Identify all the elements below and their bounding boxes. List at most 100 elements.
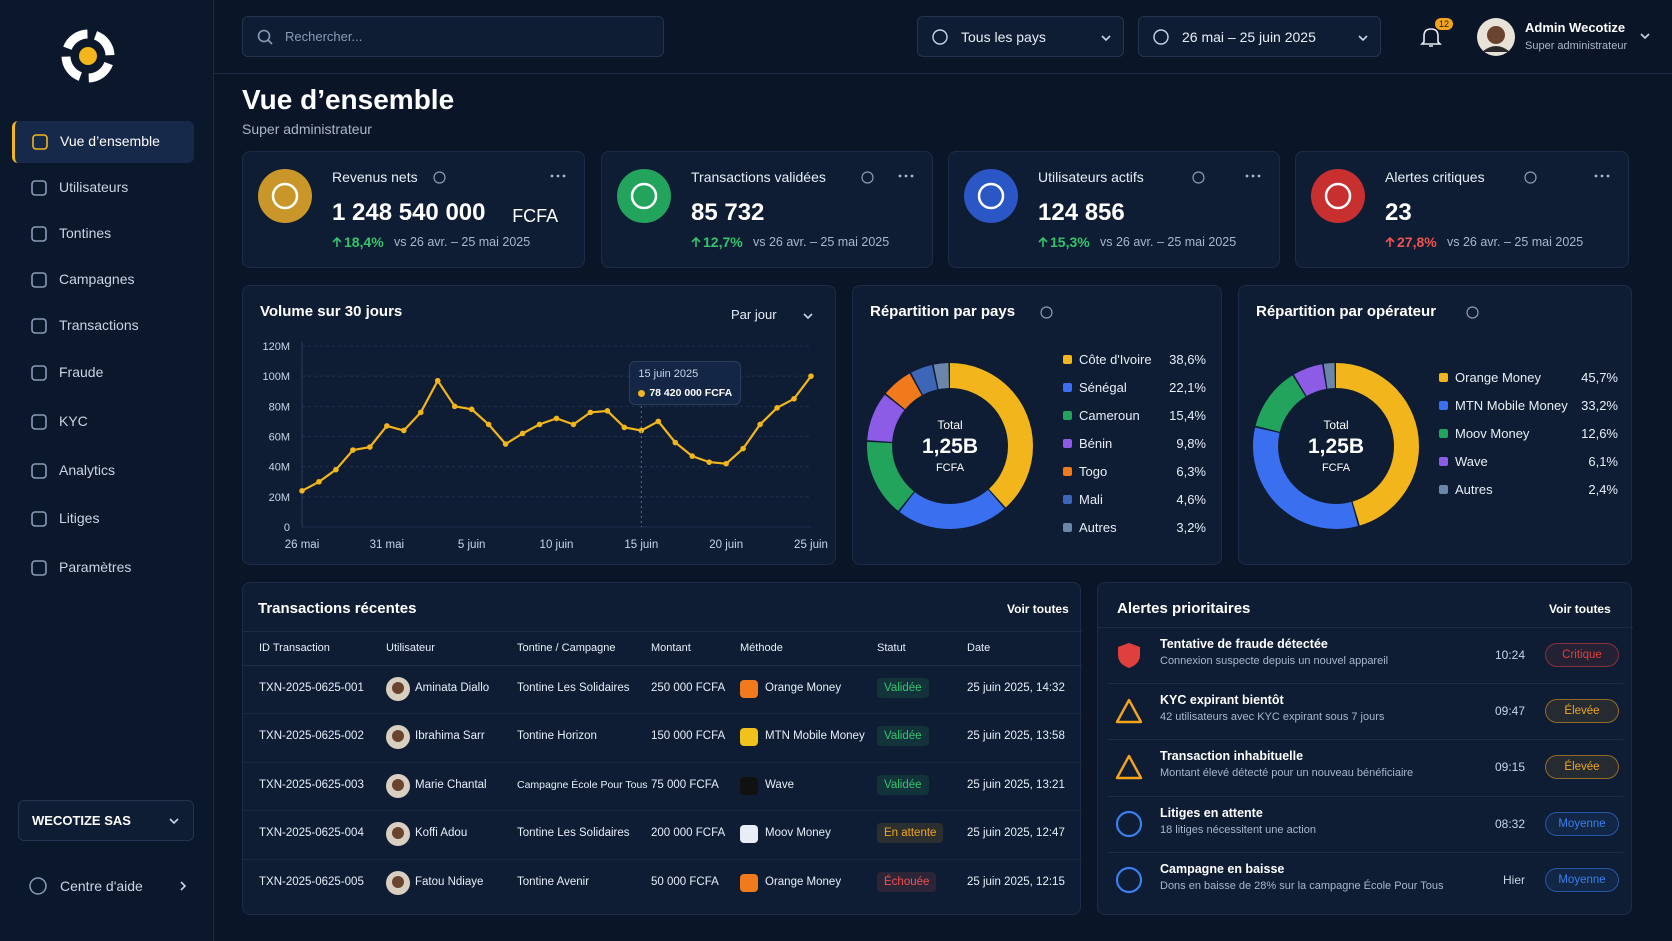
nav-item[interactable]: Transactions [12, 305, 194, 347]
search-box[interactable]: Rechercher... [242, 16, 664, 57]
nav-item[interactable]: Tontines [12, 213, 194, 255]
nav-item[interactable]: KYC [12, 401, 194, 443]
data-point [706, 459, 712, 465]
legend-swatch [1439, 485, 1448, 494]
nav-item[interactable]: Litiges [12, 498, 194, 540]
info-icon [433, 171, 446, 184]
legend-value: 9,8% [1176, 436, 1206, 451]
nav-label: Utilisateurs [59, 179, 129, 195]
nav-label: Analytics [59, 462, 116, 478]
legend-value: 38,6% [1169, 352, 1206, 367]
help-link[interactable]: Centre d'aide [18, 870, 194, 902]
alerts-card: Alertes prioritaires Voir toutes Tentative… [1097, 582, 1633, 915]
view-all-link[interactable]: Voir toutes [1007, 602, 1069, 616]
legend-label: MTN Mobile Money [1455, 398, 1568, 413]
nav-item[interactable]: Campagnes [12, 259, 194, 301]
nav-icon [32, 134, 48, 150]
donut-center-label: Total [1323, 418, 1348, 432]
dropdown-icon [1153, 29, 1169, 45]
donut-segment [867, 363, 1033, 529]
nav-icon [31, 272, 47, 288]
status-badge: Validée [877, 726, 929, 746]
more-menu[interactable] [550, 174, 566, 178]
data-point [434, 377, 441, 384]
kpi-icon-inner [977, 182, 1005, 210]
more-dot [910, 174, 914, 178]
notification-bell[interactable] [1420, 26, 1442, 48]
data-point [774, 405, 780, 411]
chevron [1640, 33, 1650, 40]
legend-value: 6,3% [1176, 464, 1206, 479]
legend-swatch [1063, 411, 1072, 420]
nav-icon [31, 318, 47, 334]
cell-user: Fatou Ndiaye [415, 876, 484, 888]
y-tick-label: 0 [284, 522, 290, 534]
company-selector[interactable]: WECOTIZE SAS [18, 800, 194, 841]
nav-item[interactable]: Paramètres [12, 547, 194, 589]
nav-label: Fraude [59, 364, 104, 380]
period-selector[interactable]: Par jour [723, 300, 823, 330]
legend-swatch [1439, 457, 1448, 466]
data-point [316, 478, 322, 485]
avatar-face [392, 682, 404, 694]
header-divider [214, 73, 1672, 74]
nav-item[interactable]: Analytics [12, 450, 194, 492]
kpi-icon-bg [617, 169, 671, 223]
item-divider [1108, 796, 1623, 797]
chevron-icon [169, 818, 179, 825]
search-icon [257, 29, 273, 45]
data-point [740, 445, 746, 452]
kpi-icon-inner [630, 182, 658, 210]
column-header: ID Transaction [259, 642, 330, 654]
nav-item[interactable]: Fraude [12, 352, 194, 394]
nav-item[interactable]: Vue d’ensemble [12, 121, 194, 163]
data-point [536, 421, 543, 428]
donut-center-unit: FCFA [936, 462, 965, 474]
donut-center-label: Total [937, 418, 962, 432]
nav-icon [31, 180, 47, 196]
view-all-link[interactable]: Voir toutes [1549, 602, 1611, 616]
data-point [299, 488, 305, 494]
alert-description: Connexion suspecte depuis un nouvel appa… [1160, 655, 1389, 667]
item-divider [1108, 683, 1623, 684]
column-header: Méthode [740, 642, 783, 654]
more-dot [1245, 174, 1249, 178]
user-avatar [386, 677, 410, 701]
more-menu[interactable] [898, 174, 914, 178]
kpi-label: Utilisateurs actifs [1038, 169, 1144, 185]
more-dot [556, 174, 560, 178]
data-point [723, 460, 729, 467]
kpi-icon [258, 169, 312, 223]
y-tick-label: 100M [262, 371, 290, 383]
legend-value: 12,6% [1581, 426, 1618, 441]
severity-badge: Élevée [1545, 755, 1619, 779]
nav-item[interactable]: Utilisateurs [12, 167, 194, 209]
alert-title: Transaction inhabituelle [1160, 749, 1304, 763]
cell-id: TXN-2025-0625-001 [259, 682, 364, 694]
row-divider [243, 713, 1082, 714]
user-avatar [1477, 18, 1515, 56]
data-point [417, 409, 424, 416]
cell-tontine: Campagne École Pour Tous [517, 779, 648, 791]
legend-swatch [1063, 439, 1072, 448]
alert-icon [1115, 866, 1143, 894]
country-selector[interactable]: Tous les pays [917, 16, 1124, 57]
transactions-card: Transactions récentes Voir toutes ID Trans… [242, 582, 1082, 915]
date-range-selector[interactable]: 26 mai – 25 juin 2025 [1138, 16, 1381, 57]
more-menu[interactable] [1245, 174, 1261, 178]
donut-segment [1253, 363, 1419, 529]
data-point [384, 423, 390, 429]
more-dot [1594, 174, 1598, 178]
status-badge: En attente [877, 823, 944, 843]
y-tick-label: 20M [269, 492, 290, 504]
trend-arrow [691, 236, 701, 247]
search-lens [257, 29, 271, 43]
nav-label: Vue d’ensemble [60, 133, 160, 149]
chevron [169, 818, 179, 825]
cell-user: Koffi Adou [415, 827, 468, 839]
status-badge: Échouée [877, 872, 937, 892]
legend-label: Moov Money [1455, 426, 1530, 441]
more-menu[interactable] [1594, 174, 1610, 178]
trend-arrow-shape [332, 236, 342, 247]
alert-title: Litiges en attente [1160, 806, 1263, 820]
